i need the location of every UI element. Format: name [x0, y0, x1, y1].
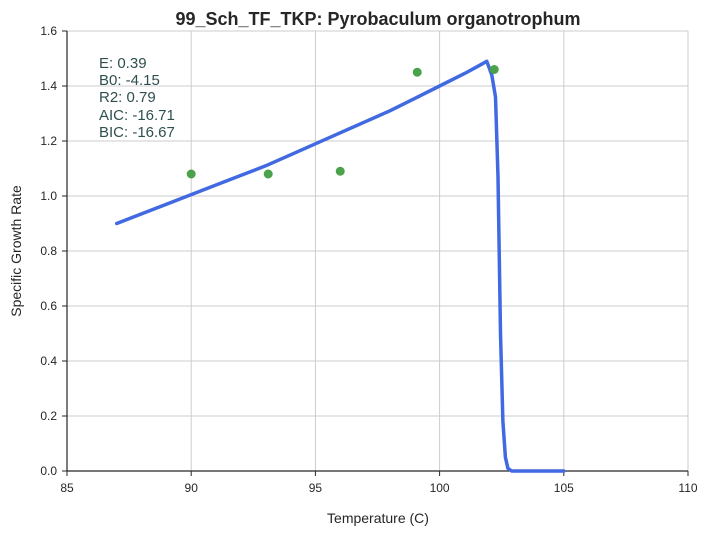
annotation-aic: AIC: -16.71: [99, 107, 175, 124]
ticks: 0.0 0.2 0.4 0.6 0.8 1.0 1.2 1.4 1.6 85 90 95 100 105 1…: [40, 24, 698, 495]
x-tick-label: 110: [678, 481, 697, 495]
x-tick-label: 105: [554, 481, 574, 495]
marks: [114, 59, 566, 473]
chart-title: 99_Sch_TF_TKP: Pyrobaculum organotrophum: [175, 9, 580, 29]
x-axis-label: Temperature (C): [327, 510, 429, 526]
x-tick-label: 95: [309, 481, 323, 495]
y-tick-label: 1.2: [40, 134, 57, 148]
annotation-r2: R2: 0.79: [99, 89, 156, 106]
y-tick-label: 0.2: [40, 409, 57, 423]
y-axis-label: Specific Growth Rate: [8, 185, 24, 317]
data-point: [263, 169, 273, 179]
data-point: [489, 65, 499, 74]
annotations: E: 0.39 B0: -4.15 R2: 0.79 AIC: -16.71 B…: [99, 55, 175, 141]
y-tick-label: 0.8: [40, 244, 57, 258]
y-tick-label: 0.4: [40, 354, 57, 368]
x-tick-label: 100: [430, 481, 450, 495]
y-tick-label: 0.0: [40, 464, 57, 478]
annotation-e: E: 0.39: [99, 55, 147, 72]
data-point: [335, 166, 345, 176]
annotation-b0: B0: -4.15: [99, 72, 160, 89]
annotation-bic: BIC: -16.67: [99, 124, 175, 141]
grid: [67, 30, 689, 471]
fitted-curve-line: [114, 59, 566, 473]
y-tick-label: 0.6: [40, 299, 57, 313]
x-tick-label: 85: [60, 481, 74, 495]
y-tick-label: 1.4: [40, 79, 57, 93]
data-point: [412, 67, 422, 77]
x-tick-label: 90: [185, 481, 199, 495]
y-tick-label: 1.6: [40, 24, 57, 38]
data-point: [186, 169, 196, 179]
y-tick-label: 1.0: [40, 189, 57, 203]
